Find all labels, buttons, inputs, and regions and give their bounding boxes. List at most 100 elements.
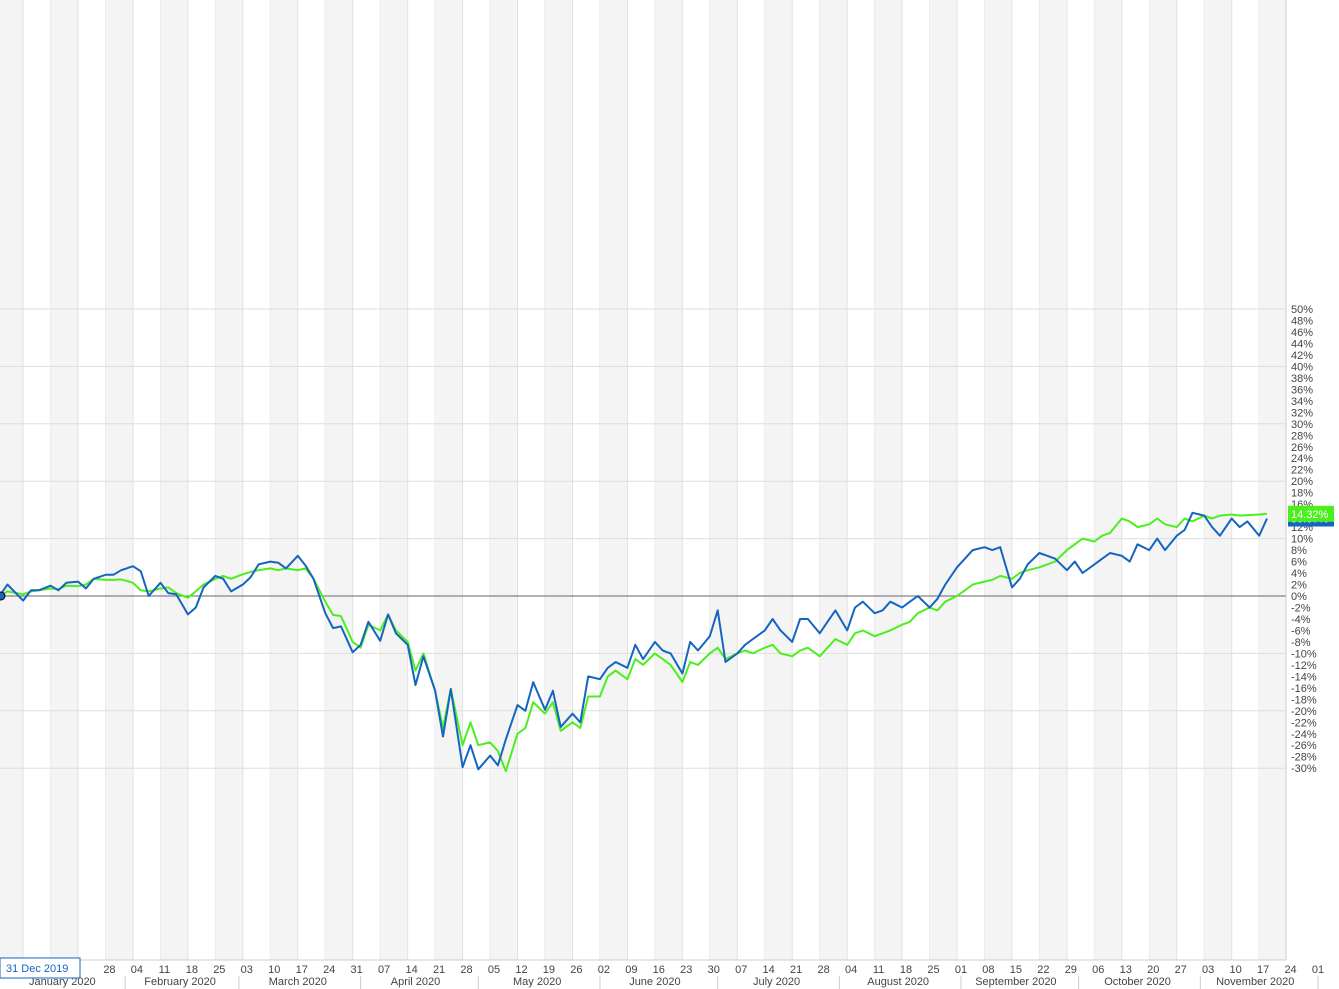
x-tick-label: 11	[873, 964, 884, 976]
week-band	[764, 0, 793, 960]
y-tick-label: 46%	[1291, 327, 1313, 339]
x-tick-label: 07	[378, 964, 390, 976]
y-axis: -30%-28%-26%-24%-22%-20%-18%-16%-14%-12%…	[1285, 0, 1317, 960]
y-tick-label: -22%	[1291, 717, 1317, 729]
y-tick-label: -4%	[1291, 614, 1311, 626]
month-label: September 2020	[975, 976, 1056, 988]
x-tick-label: 22	[1037, 964, 1049, 976]
y-tick-label: 8%	[1291, 545, 1307, 557]
y-tick-label: -6%	[1291, 625, 1311, 637]
x-tick-label: 02	[598, 964, 610, 976]
x-tick-label: 16	[653, 964, 665, 976]
x-tick-label: 08	[982, 964, 994, 976]
y-tick-label: -2%	[1291, 602, 1311, 614]
month-label: March 2020	[269, 976, 327, 988]
series-lines	[0, 511, 1268, 773]
y-gridlines	[0, 308, 1286, 769]
y-tick-label: 2%	[1291, 580, 1307, 592]
week-band	[50, 0, 79, 960]
month-label: May 2020	[513, 976, 561, 988]
x-tick-label: 21	[433, 964, 445, 976]
x-tick-label: 30	[708, 964, 720, 976]
x-tick-label: 14	[405, 964, 417, 976]
start-marker	[0, 591, 6, 601]
week-bands	[0, 0, 1287, 960]
week-band	[1149, 0, 1177, 960]
week-band	[654, 0, 683, 960]
month-label: November 2020	[1216, 976, 1294, 988]
y-tick-label: -20%	[1291, 706, 1317, 718]
x-tick-label: 31	[351, 964, 363, 976]
x-tick-label: 24	[323, 964, 335, 976]
end-value-label: 14.32%	[1291, 509, 1329, 521]
y-tick-label: 18%	[1291, 488, 1313, 500]
week-band	[490, 0, 518, 960]
y-tick-label: -28%	[1291, 752, 1317, 764]
end-value-badge	[1288, 505, 1334, 522]
x-tick-label: 17	[1257, 964, 1269, 976]
x-tick-label: 10	[268, 964, 280, 976]
x-axis: 28 04 11 18 25 03 10 17 24 31 07 14 21 28 05 12 19 26 02 09…	[0, 959, 1324, 989]
week-band	[1094, 0, 1122, 960]
week-band	[270, 0, 298, 960]
month-label: April 2020	[391, 976, 441, 988]
x-tick-label: 15	[1010, 964, 1022, 976]
x-tick-label: 04	[131, 964, 143, 976]
x-tick-label: 10	[1230, 964, 1242, 976]
y-tick-label: -24%	[1291, 729, 1317, 741]
x-tick-label: 24	[1284, 964, 1296, 976]
month-label: October 2020	[1104, 976, 1171, 988]
start-date-label: 31 Dec 2019	[6, 963, 68, 975]
x-tick-label: 14	[763, 964, 775, 976]
week-band	[105, 0, 133, 960]
week-band	[1039, 0, 1067, 960]
y-tick-label: 44%	[1291, 338, 1313, 350]
y-tick-label: 50%	[1291, 304, 1313, 316]
y-tick-label: -8%	[1291, 637, 1311, 649]
x-tick-label: 26	[570, 964, 582, 976]
y-tick-label: -18%	[1291, 694, 1317, 706]
month-label: February 2020	[144, 976, 216, 988]
month-label: August 2020	[867, 976, 929, 988]
x-tick-label: 17	[296, 964, 308, 976]
y-tick-label: 28%	[1291, 430, 1313, 442]
month-label: January 2020	[29, 976, 96, 988]
x-tick-label: 01	[955, 964, 967, 976]
x-tick-label: 07	[735, 964, 747, 976]
y-tick-label: 6%	[1291, 557, 1307, 569]
x-tick-label: 01	[1312, 964, 1324, 976]
y-tick-label: 40%	[1291, 361, 1313, 373]
value-labels: 31 Dec 201950.67%14.32%	[0, 505, 1334, 979]
x-tick-label: 20	[1147, 964, 1159, 976]
x-tick-label: 13	[1120, 964, 1132, 976]
week-band	[929, 0, 958, 960]
x-tick-label: 25	[213, 964, 225, 976]
y-tick-label: 42%	[1291, 350, 1313, 362]
week-band	[599, 0, 628, 960]
week-band	[0, 0, 24, 960]
week-band	[325, 0, 353, 960]
y-tick-label: 38%	[1291, 373, 1313, 385]
x-tick-label: 04	[845, 964, 857, 976]
x-tick-label: 28	[103, 964, 115, 976]
x-tick-label: 28	[460, 964, 472, 976]
y-tick-label: 22%	[1291, 465, 1313, 477]
x-tick-label: 25	[927, 964, 939, 976]
month-label: July 2020	[753, 976, 800, 988]
week-band	[1259, 0, 1286, 960]
x-tick-label: 09	[625, 964, 637, 976]
x-tick-label: 12	[515, 964, 527, 976]
y-tick-label: 0%	[1291, 591, 1307, 603]
y-tick-label: -30%	[1291, 763, 1317, 775]
y-tick-label: -12%	[1291, 660, 1317, 672]
y-tick-label: 24%	[1291, 453, 1313, 465]
y-tick-label: -26%	[1291, 740, 1317, 752]
y-tick-label: 36%	[1291, 384, 1313, 396]
week-band	[215, 0, 243, 960]
week-band	[545, 0, 573, 960]
month-label: June 2020	[629, 976, 680, 988]
x-tick-label: 03	[1202, 964, 1214, 976]
week-band	[380, 0, 408, 960]
x-tick-label: 05	[488, 964, 500, 976]
